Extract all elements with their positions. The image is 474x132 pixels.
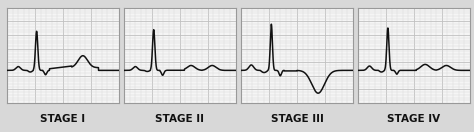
- Text: STAGE II: STAGE II: [155, 114, 204, 124]
- Text: STAGE I: STAGE I: [40, 114, 85, 124]
- Text: STAGE III: STAGE III: [271, 114, 323, 124]
- Text: STAGE IV: STAGE IV: [387, 114, 441, 124]
